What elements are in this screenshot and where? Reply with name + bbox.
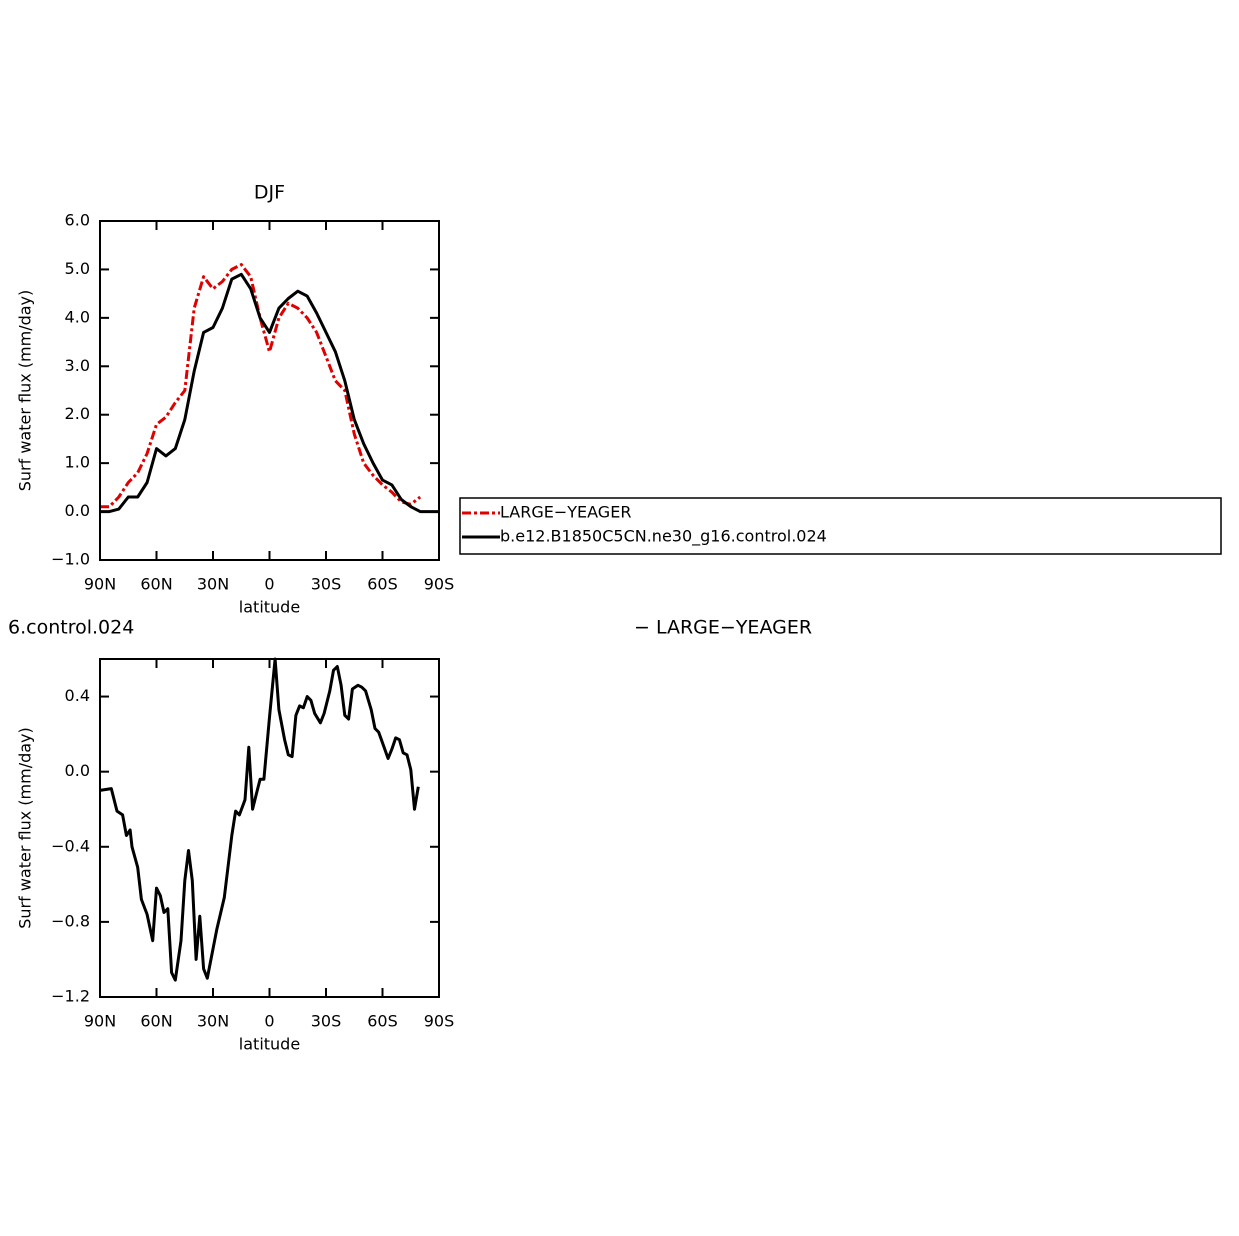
x-tick-label: 30N: [197, 1012, 229, 1031]
x-tick-label: 90N: [84, 1012, 116, 1031]
x-tick-label: 60S: [367, 575, 398, 594]
x-tick-label: 60N: [140, 1012, 172, 1031]
y-tick-label: 5.0: [65, 259, 90, 278]
y-axis-label: Surf water flux (mm/day): [16, 290, 35, 492]
y-tick-label: 6.0: [65, 211, 90, 230]
x-tick-label: 30S: [311, 575, 342, 594]
legend-label: b.e12.B1850C5CN.ne30_g16.control.024: [500, 527, 827, 547]
x-tick-label: 60N: [140, 575, 172, 594]
y-tick-label: 0.4: [65, 686, 90, 705]
plot-frame: [99, 658, 440, 998]
x-tick-label: 0: [264, 1012, 274, 1031]
chart-title: DJF: [254, 182, 285, 204]
x-axis-label: latitude: [239, 1035, 300, 1054]
legend-label: LARGE−YEAGER: [500, 503, 631, 522]
chart-title-left: 6.control.024: [8, 617, 134, 639]
series-line: [100, 272, 439, 514]
x-tick-label: 90S: [424, 1012, 455, 1031]
x-tick-label: 30S: [311, 1012, 342, 1031]
y-tick-label: −1.2: [51, 987, 90, 1006]
y-tick-label: −0.4: [51, 836, 90, 855]
y-tick-label: 3.0: [65, 356, 90, 375]
x-tick-label: 90S: [424, 575, 455, 594]
x-tick-label: 60S: [367, 1012, 398, 1031]
y-axis-label: Surf water flux (mm/day): [16, 727, 35, 929]
y-tick-label: 4.0: [65, 307, 90, 326]
y-tick-label: −1.0: [51, 550, 90, 569]
x-axis-label: latitude: [239, 598, 300, 617]
y-tick-label: 2.0: [65, 404, 90, 423]
y-tick-label: 0.0: [65, 501, 90, 520]
chart-title-right: − LARGE−YEAGER: [634, 617, 812, 639]
plot-frame: [99, 220, 440, 561]
legend-box: [459, 497, 1222, 555]
series-line: [100, 263, 422, 509]
y-tick-label: 0.0: [65, 761, 90, 780]
x-tick-label: 90N: [84, 575, 116, 594]
x-tick-label: 0: [264, 575, 274, 594]
series-line: [99, 657, 420, 982]
y-tick-label: 1.0: [65, 453, 90, 472]
x-tick-label: 30N: [197, 575, 229, 594]
y-tick-label: −0.8: [51, 911, 90, 930]
